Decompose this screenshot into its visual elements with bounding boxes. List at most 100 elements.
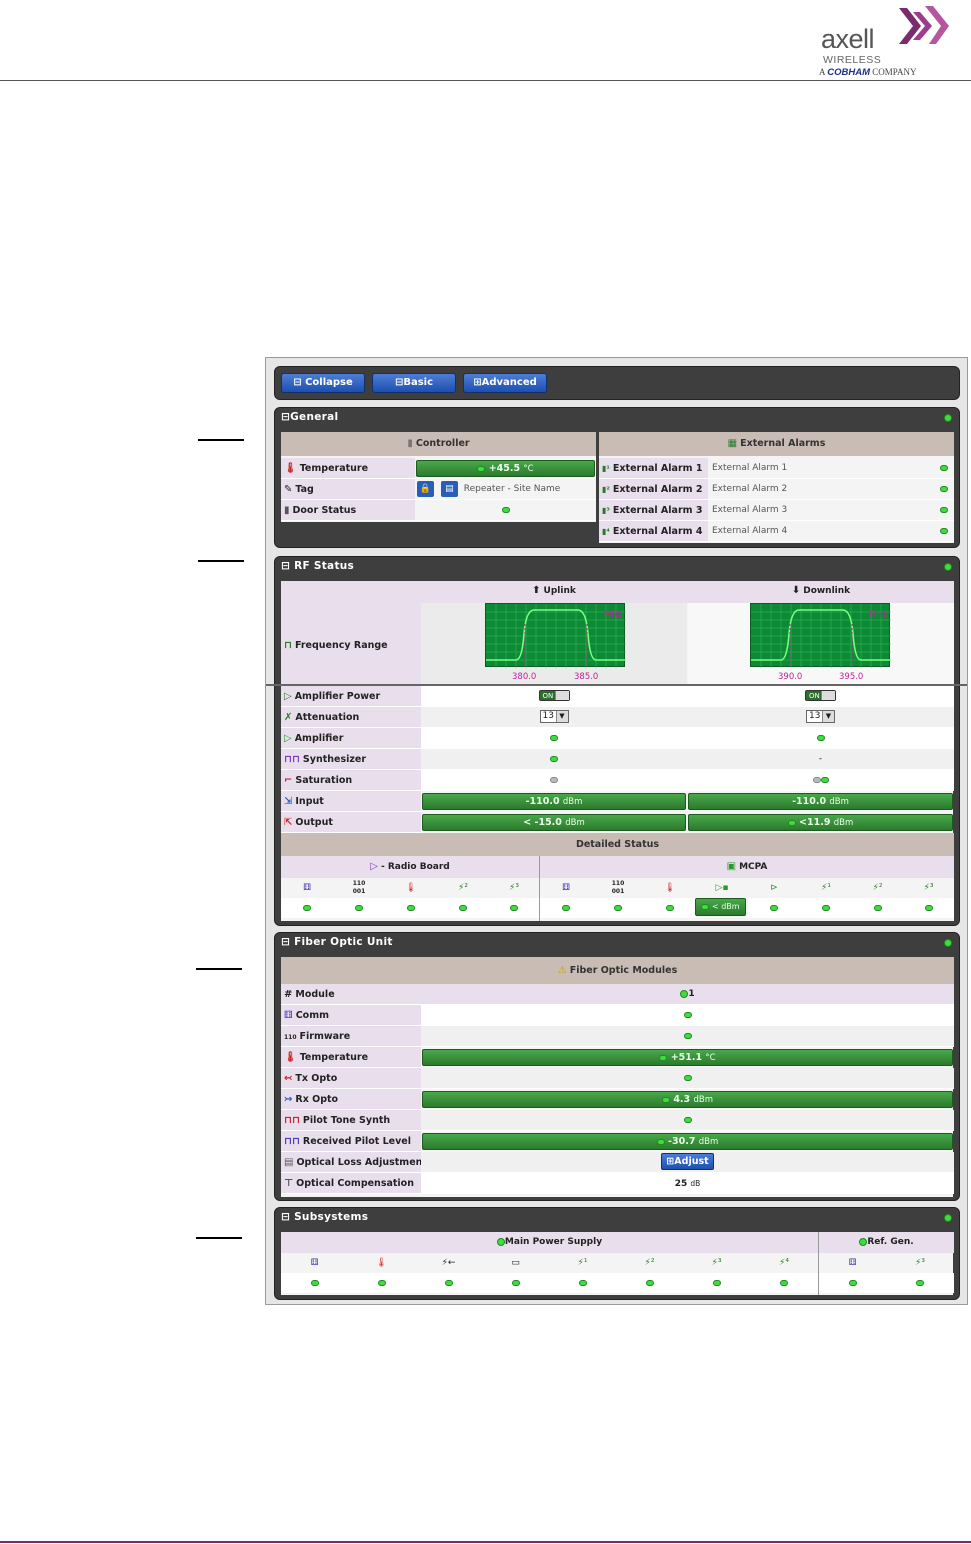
input-row: ⇲ Input -110.0 dBm -110.0 dBm <box>281 791 954 812</box>
door-row: ▮ Door Status <box>281 500 596 521</box>
attenuation-icon: ✗ <box>284 712 293 723</box>
attenuation-label-text: Attenuation <box>295 712 360 723</box>
compensation-value-cell: 25 dB <box>421 1173 954 1194</box>
edit-icon[interactable]: ▤ <box>440 480 458 497</box>
saturation-label: ⌐ Saturation <box>281 770 421 791</box>
uplink-header: ⬆ Uplink <box>421 581 687 601</box>
logo-a: A <box>819 67 826 77</box>
input-label: ⇲ Input <box>281 791 421 812</box>
status-led <box>944 1214 952 1222</box>
status-led <box>787 819 796 826</box>
status-led <box>645 1279 654 1286</box>
temperature-row: 🌡 Temperature +45.5 °C <box>281 458 596 479</box>
temperature-bar: +45.5 °C <box>416 460 595 477</box>
dbm-unit: dBm <box>565 818 585 828</box>
downlink-amp-power: ON <box>687 686 954 707</box>
header-rule <box>0 80 971 81</box>
mcpa-comm-status <box>540 898 592 918</box>
general-header[interactable]: ⊟General <box>275 408 959 428</box>
status-led <box>310 1279 319 1286</box>
mcpa-firmware-icon: 110 001 <box>611 880 625 895</box>
frequency-label: ⊓ Frequency Range <box>281 603 421 689</box>
pilot-synth-icon: ⊓⊓ <box>284 1115 300 1126</box>
mps-battery-icon: ▭ <box>511 1258 520 1268</box>
mcpa-vswr-status <box>748 898 800 918</box>
alarm-3-value: External Alarm 3 <box>712 505 788 515</box>
tx-opto-label-text: Tx Opto <box>295 1073 338 1084</box>
adjust-button[interactable]: ⊞Adjust <box>661 1153 714 1170</box>
status-led <box>816 734 825 741</box>
alarm-3-label: External Alarm 3 <box>612 505 703 516</box>
temperature-label-text: Temperature <box>299 463 369 474</box>
status-led <box>940 528 948 534</box>
frequency-row: ⊓ Frequency Range MHz 380.0 385.0 <box>281 603 954 689</box>
rf-status-header[interactable]: ⊟ RF Status <box>275 557 959 577</box>
status-led <box>662 1096 670 1103</box>
uplink-attenuation-select[interactable]: 13 <box>539 710 569 723</box>
status-led <box>550 755 558 762</box>
status-led <box>770 904 778 911</box>
synthesizer-label-text: Synthesizer <box>302 754 367 765</box>
downlink-attenuation-select[interactable]: 13 <box>806 710 835 723</box>
tx-opto-label: ↢ Tx Opto <box>281 1068 421 1089</box>
uplink-power-toggle[interactable]: ON <box>538 690 570 701</box>
external-alarms-header: ▦ External Alarms <box>599 432 954 456</box>
alarm-label-3: ▮³ External Alarm 3 <box>599 500 708 521</box>
basic-button[interactable]: ⊟Basic <box>372 373 456 393</box>
uplink-label: Uplink <box>543 586 576 596</box>
firmware-row: 110 Firmware <box>281 1026 954 1047</box>
uplink-attenuation: 13 <box>421 707 687 728</box>
downlink-synthesizer-value: - <box>818 754 823 764</box>
alarm-4-label: External Alarm 4 <box>612 526 703 537</box>
status-led <box>659 1054 668 1061</box>
mps-temperature-status <box>348 1273 415 1293</box>
mcpa-output-bar: < dBm <box>695 898 746 916</box>
status-led <box>944 939 952 947</box>
subsystems-header[interactable]: ⊟ Subsystems <box>275 1208 959 1228</box>
uplink-output-bar: < -15.0 dBm <box>422 814 686 831</box>
mcpa-power-3-icon: ⚡³ <box>923 883 934 893</box>
repeater-web-ui: ⊟ Collapse ⊟Basic ⊞Advanced ⊟General ▮ Co… <box>265 357 968 1305</box>
status-led <box>680 989 689 998</box>
alarm-row-2: ▮² External Alarm 2 External Alarm 2 <box>599 479 954 500</box>
amplifier-power-label-text: Amplifier Power <box>294 691 381 702</box>
mps-ac-status <box>415 1273 482 1293</box>
ref-gen-header: Ref. Gen. <box>819 1232 954 1253</box>
downlink-power-toggle[interactable]: ON <box>805 690 836 701</box>
controller-icon: ▮ <box>407 438 413 449</box>
tag-label: ✎ Tag <box>281 479 415 500</box>
rf-status-panel: ⊟ RF Status ⬆ Uplink ⬇ Downlink ⊓ Frequency… <box>274 556 960 926</box>
downlink-range-low: 390.0 <box>778 672 803 682</box>
pilot-level-label: ⊓⊓ Received Pilot Level <box>281 1131 421 1152</box>
status-led <box>873 904 882 911</box>
amplifier-label-text: Amplifier <box>294 733 344 744</box>
collapse-button[interactable]: ⊟ Collapse <box>281 373 365 393</box>
uplink-frequency-cell: MHz 380.0 385.0 <box>421 603 687 689</box>
footer-rule <box>0 1541 971 1543</box>
status-led <box>501 506 510 513</box>
status-led <box>459 904 467 911</box>
lock-icon[interactable]: 🔒 <box>417 480 434 497</box>
loss-adjust-icon: ▤ <box>284 1157 294 1168</box>
basic-label: Basic <box>403 377 434 388</box>
alarm-row-4: ▮⁴ External Alarm 4 External Alarm 4 <box>599 521 954 542</box>
downlink-synthesizer: - <box>687 749 954 770</box>
pilot-level-bar: -30.7 dBm <box>422 1133 953 1150</box>
fiber-optic-header[interactable]: ⊟ Fiber Optic Unit <box>275 933 959 953</box>
radio-board-label: Radio Board <box>387 862 450 872</box>
alarm-3-icon: ▮³ <box>602 506 610 515</box>
status-led <box>683 1032 692 1039</box>
dbm-unit: dBm <box>829 797 849 807</box>
module-value: 1 <box>688 989 695 999</box>
alarm-value-3: External Alarm 3 <box>708 500 954 521</box>
advanced-button[interactable]: ⊞Advanced <box>463 373 547 393</box>
mcpa-label: MCPA <box>739 862 768 872</box>
status-led <box>944 414 952 422</box>
status-led <box>683 1074 692 1081</box>
amplifier-power-label: ▷ Amplifier Power <box>281 686 421 707</box>
saturation-label-text: Saturation <box>295 775 353 786</box>
fiber-modules-title: Fiber Optic Modules <box>569 965 678 976</box>
mps-power-1-status <box>549 1273 616 1293</box>
temperature-unit: °C <box>523 464 534 474</box>
rx-opto-label: ↣ Rx Opto <box>281 1089 421 1110</box>
